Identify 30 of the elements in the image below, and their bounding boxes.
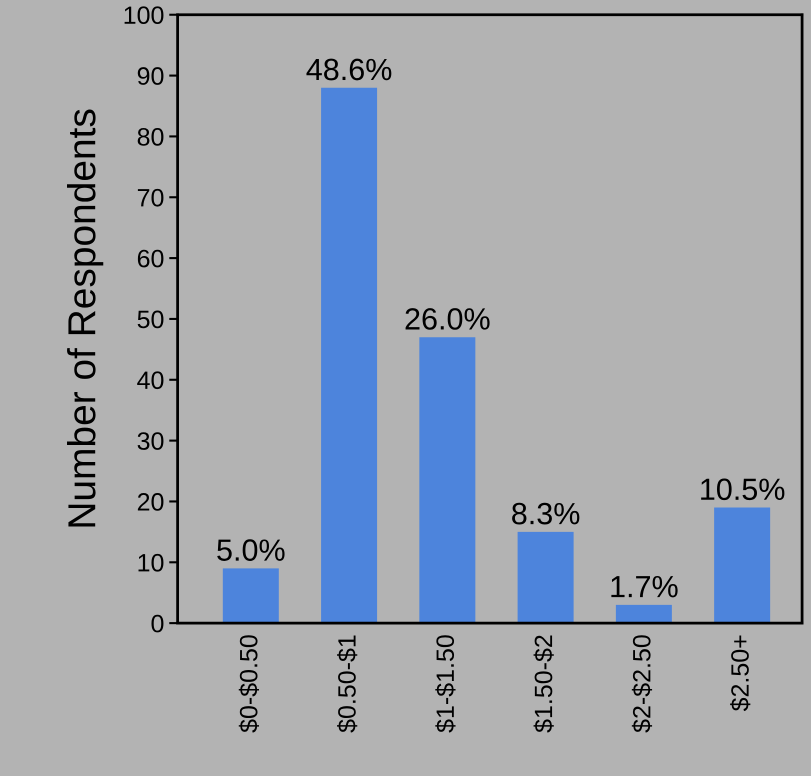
bar xyxy=(616,604,672,624)
x-tick-label: $1-$1.50 xyxy=(435,635,456,733)
x-tick-label: $0.50-$1 xyxy=(337,635,358,733)
x-tick-label: $1.50-$2 xyxy=(534,635,554,733)
y-tick-label: 50 xyxy=(138,310,164,328)
bar xyxy=(222,568,279,624)
x-tick-label: $2-$2.50 xyxy=(632,635,652,733)
annotation: 48.6% xyxy=(306,58,392,80)
annotation: 1.7% xyxy=(611,576,678,598)
y-tick-label: 40 xyxy=(137,371,164,390)
y-tick-label: 0 xyxy=(151,614,164,632)
bar xyxy=(321,88,378,624)
bar xyxy=(714,508,770,624)
bar xyxy=(518,532,574,624)
y-axis-title: Number of Respondents xyxy=(67,110,104,526)
annotation: 8.3% xyxy=(512,502,580,524)
annotation: 10.5% xyxy=(701,478,784,500)
y-tick-label: 80 xyxy=(138,128,164,146)
y-tick-label: 30 xyxy=(138,432,164,450)
y-tick-label: 90 xyxy=(138,67,164,85)
y-tick-label: 20 xyxy=(138,493,164,511)
y-tick-label: 10 xyxy=(138,554,164,572)
annotation: 26.0% xyxy=(406,308,490,330)
y-tick-label: 70 xyxy=(138,188,164,207)
annotation: 5.0% xyxy=(217,539,285,561)
y-tick-label: 100 xyxy=(124,6,164,24)
x-tick-label: $0-$0.50 xyxy=(238,635,260,733)
y-tick-label: 60 xyxy=(138,250,164,268)
bar xyxy=(419,337,476,624)
x-tick-label: $2.50+ xyxy=(730,635,750,712)
